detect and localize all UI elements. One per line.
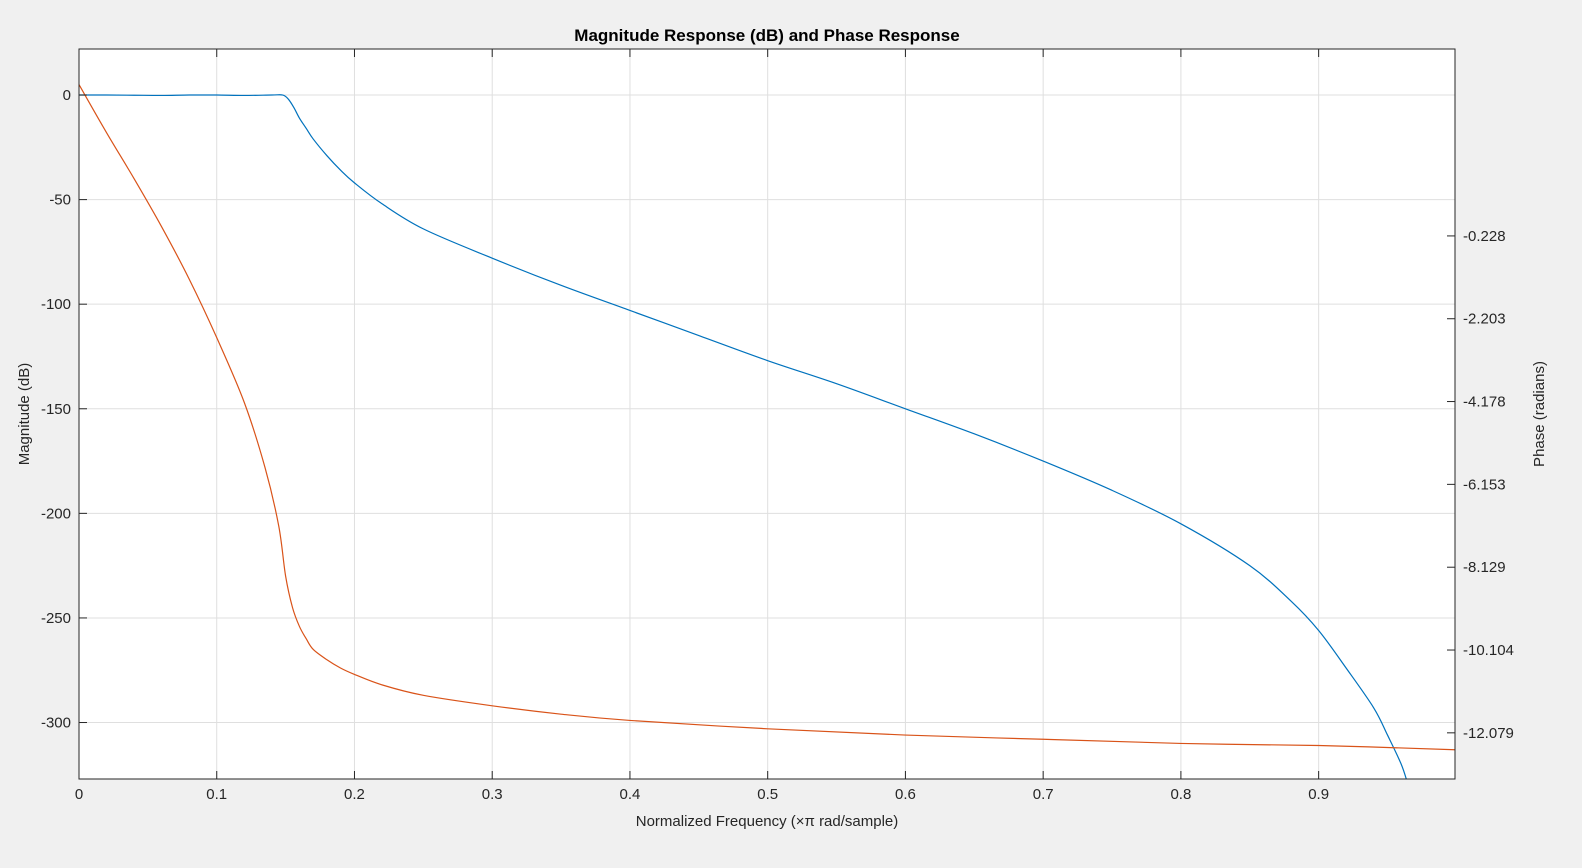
x-tick-label: 0.2 — [344, 786, 365, 803]
right-y-tick-label: -2.203 — [1463, 311, 1506, 328]
x-tick-label: 0.5 — [757, 786, 778, 803]
right-y-ticks: -0.228 -2.203 -4.178 -6.153 -8.129 -10.104 -12… — [1447, 228, 1514, 742]
x-tick-label: 0 — [75, 786, 83, 803]
chart-title: Magnitude Response (dB) and Phase Respon… — [574, 26, 959, 45]
plot-frame — [78, 48, 1456, 780]
right-y-tick-label: -8.129 — [1463, 559, 1506, 576]
x-tick-label: 0.3 — [482, 786, 503, 803]
left-y-tick-label: -250 — [41, 610, 71, 627]
left-y-tick-label: -100 — [41, 296, 71, 313]
left-y-tick-label: -50 — [49, 192, 71, 209]
right-y-tick-label: -10.104 — [1463, 642, 1514, 659]
x-tick-label: 0.7 — [1033, 786, 1054, 803]
right-y-tick-label: -6.153 — [1463, 476, 1506, 493]
left-y-axis-label: Magnitude (dB) — [16, 363, 33, 466]
left-y-tick-label: -150 — [41, 401, 71, 418]
left-y-tick-label: 0 — [63, 87, 71, 104]
left-y-tick-label: -300 — [41, 715, 71, 732]
series-layer — [79, 84, 1455, 779]
right-y-tick-label: -12.079 — [1463, 725, 1514, 742]
x-tick-label: 0.6 — [895, 786, 916, 803]
plot-area — [79, 49, 1455, 779]
left-y-tick-label: -200 — [41, 505, 71, 522]
x-tick-label: 0.9 — [1308, 786, 1329, 803]
x-grid — [216, 49, 1320, 779]
phase-series-line — [79, 84, 1455, 751]
right-y-axis-label: Phase (radians) — [1531, 361, 1548, 467]
x-axis-label: Normalized Frequency (×π rad/sample) — [636, 813, 899, 830]
right-y-tick-label: -4.178 — [1463, 394, 1506, 411]
y-grid — [79, 94, 1455, 724]
magnitude-series-line — [79, 94, 1407, 779]
x-ticks: 0 0.1 0.2 0.3 0.4 0.5 0.6 0.7 0.8 0.9 — [75, 49, 1329, 803]
x-tick-label: 0.4 — [620, 786, 641, 803]
left-y-ticks: 0 -50 -100 -150 -200 -250 -300 — [41, 87, 87, 732]
x-tick-label: 0.1 — [206, 786, 227, 803]
x-tick-label: 0.8 — [1170, 786, 1191, 803]
right-y-tick-label: -0.228 — [1463, 228, 1506, 245]
